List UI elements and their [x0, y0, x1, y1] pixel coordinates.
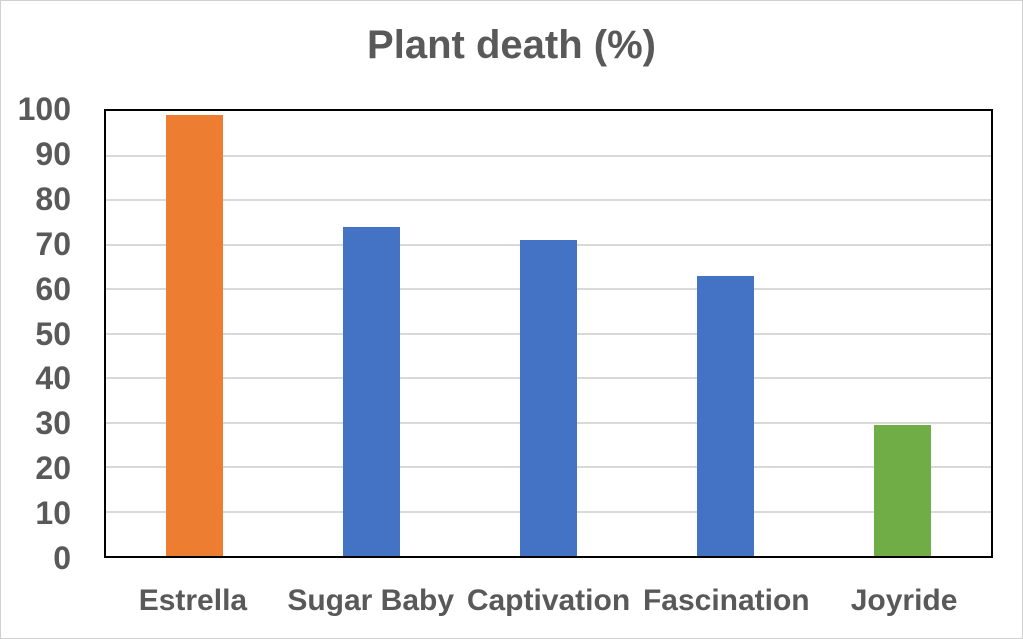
bar-slot-fascination: [637, 111, 814, 556]
x-tick-label-fascination: Fascination: [642, 584, 810, 617]
bar-joyride: [874, 424, 931, 556]
bar-series: [106, 111, 991, 556]
bar-captivation: [520, 240, 577, 556]
bar-slot-joyride: [814, 111, 991, 556]
x-axis: Estrella Sugar Baby Captivation Fascination…: [104, 581, 993, 621]
y-tick-label-50: 50: [35, 315, 71, 352]
plot-area: [104, 109, 993, 558]
y-axis: 0 10 20 30 40 50 60 70 80 90 100: [1, 92, 83, 575]
bar-estrella: [166, 115, 223, 556]
x-tick-label-estrella: Estrella: [138, 584, 248, 617]
y-tick-label-60: 60: [35, 270, 71, 307]
bar-slot-captivation: [460, 111, 637, 556]
y-tick-label-70: 70: [35, 225, 71, 262]
y-tick-label-80: 80: [35, 180, 71, 217]
y-tick-label-40: 40: [35, 360, 71, 397]
y-tick-label-30: 30: [35, 405, 71, 442]
bar-slot-sugar-baby: [283, 111, 460, 556]
gridline-80: [106, 199, 991, 201]
y-tick-label-90: 90: [35, 135, 71, 172]
x-tick-label-joyride: Joyride: [850, 584, 958, 617]
x-tick-label-captivation: Captivation: [466, 584, 631, 617]
bar-fascination: [697, 275, 754, 556]
y-tick-label-20: 20: [35, 450, 71, 487]
gridline-90: [106, 154, 991, 157]
x-tick-label-sugar-baby: Sugar Baby: [287, 584, 455, 617]
bar-sugar-baby: [343, 226, 400, 556]
bar-slot-estrella: [106, 111, 283, 556]
y-tick-label-0: 0: [53, 540, 71, 576]
y-tick-label-100: 100: [17, 91, 71, 127]
y-tick-label-10: 10: [35, 495, 71, 532]
chart-title: Plant death (%): [367, 23, 656, 67]
